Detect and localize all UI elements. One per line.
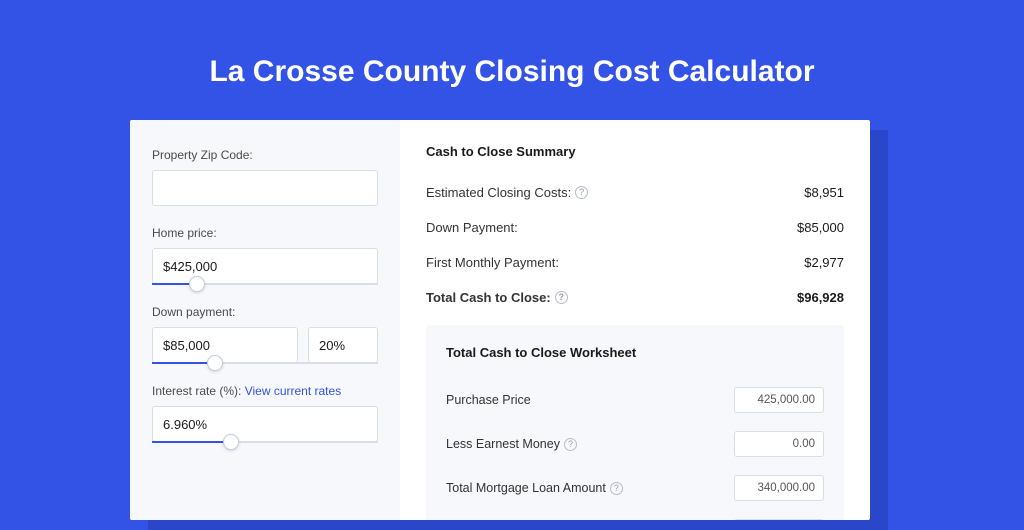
interest-label: Interest rate (%): View current rates: [152, 384, 378, 398]
slider-track: [152, 283, 378, 285]
down-payment-input[interactable]: [152, 327, 298, 363]
summary-row: Estimated Closing Costs: ? $8,951: [426, 175, 844, 210]
slider-thumb[interactable]: [207, 355, 223, 371]
interest-input[interactable]: [152, 406, 378, 442]
slider-fill: [152, 362, 215, 364]
worksheet-panel: Total Cash to Close Worksheet Purchase P…: [426, 325, 844, 520]
summary-row-label: First Monthly Payment:: [426, 255, 559, 270]
ws-row-label: Less Earnest Money: [446, 437, 560, 451]
ws-row-label: Purchase Price: [446, 393, 531, 407]
summary-total-value: $96,928: [797, 290, 844, 305]
home-price-input[interactable]: [152, 248, 378, 284]
ws-row-input[interactable]: [734, 387, 824, 413]
inputs-panel: Property Zip Code: Home price: Down paym…: [130, 120, 400, 520]
view-rates-link[interactable]: View current rates: [245, 384, 342, 398]
help-icon[interactable]: ?: [555, 291, 568, 304]
summary-row: First Monthly Payment: $2,977: [426, 245, 844, 280]
summary-row-value: $85,000: [797, 220, 844, 235]
summary-title: Cash to Close Summary: [426, 144, 844, 159]
down-payment-pct-input[interactable]: [308, 327, 378, 363]
home-price-label: Home price:: [152, 226, 378, 240]
ws-row-input[interactable]: [734, 519, 824, 520]
slider-thumb[interactable]: [189, 276, 205, 292]
worksheet-row: Purchase Price: [446, 378, 824, 422]
summary-row-label: Estimated Closing Costs:: [426, 185, 571, 200]
down-payment-label: Down payment:: [152, 305, 378, 319]
help-icon[interactable]: ?: [564, 438, 577, 451]
interest-field: Interest rate (%): View current rates: [152, 384, 378, 443]
help-icon[interactable]: ?: [610, 482, 623, 495]
summary-row-value: $2,977: [804, 255, 844, 270]
slider-fill: [152, 441, 231, 443]
ws-row-label: Total Mortgage Loan Amount: [446, 481, 606, 495]
zip-input[interactable]: [152, 170, 378, 206]
ws-row-input[interactable]: [734, 431, 824, 457]
worksheet-title: Total Cash to Close Worksheet: [446, 345, 824, 360]
worksheet-row: Total Mortgage Loan Amount ?: [446, 466, 824, 510]
summary-total-row: Total Cash to Close: ? $96,928: [426, 280, 844, 315]
calculator-card: Property Zip Code: Home price: Down paym…: [130, 120, 870, 520]
zip-label: Property Zip Code:: [152, 148, 378, 162]
ws-row-input[interactable]: [734, 475, 824, 501]
down-payment-field: Down payment:: [152, 305, 378, 364]
summary-row-value: $8,951: [804, 185, 844, 200]
worksheet-row: Less Earnest Money ?: [446, 422, 824, 466]
interest-slider[interactable]: [152, 406, 378, 443]
home-price-field: Home price:: [152, 226, 378, 285]
home-price-slider[interactable]: [152, 248, 378, 285]
slider-track: [152, 441, 378, 443]
slider-track: [152, 362, 378, 364]
down-payment-slider[interactable]: [152, 327, 378, 364]
summary-row: Down Payment: $85,000: [426, 210, 844, 245]
summary-total-label: Total Cash to Close:: [426, 290, 551, 305]
slider-thumb[interactable]: [223, 434, 239, 450]
help-icon[interactable]: ?: [575, 186, 588, 199]
page-title: La Crosse County Closing Cost Calculator: [0, 0, 1024, 117]
results-panel: Cash to Close Summary Estimated Closing …: [400, 120, 870, 520]
zip-field: Property Zip Code:: [152, 148, 378, 206]
summary-row-label: Down Payment:: [426, 220, 518, 235]
interest-label-text: Interest rate (%):: [152, 384, 245, 398]
